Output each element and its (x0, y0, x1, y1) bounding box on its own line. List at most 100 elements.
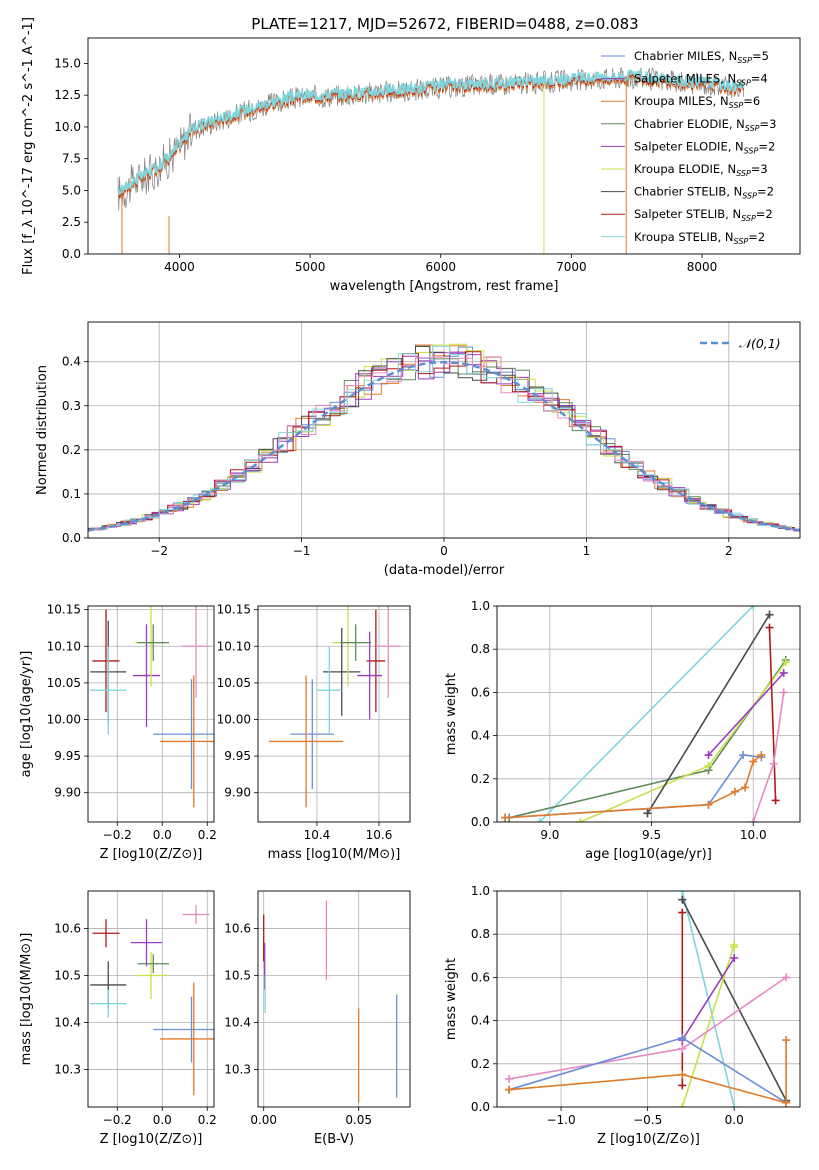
weight-line (646, 614, 771, 814)
legend-label: Salpeter STELIB, NSSP=2 (634, 207, 773, 223)
legend-label: Salpeter ELODIE, NSSP=2 (634, 139, 775, 155)
spectrum-lines (117, 67, 745, 254)
x-tick-label: 0.05 (345, 1113, 372, 1127)
axes-frame (87, 37, 801, 255)
weight-marker (678, 891, 687, 895)
y-tick-label: 10.10 (217, 639, 251, 653)
weight-marker (730, 1103, 739, 1107)
weight-marker (779, 668, 788, 677)
x-tick-label: 1 (583, 544, 591, 558)
y-tick-label: 0.0 (471, 1100, 490, 1114)
legend-label-text: Salpeter STELIB, N (634, 207, 741, 221)
y-tick-label: 7.5 (62, 152, 81, 166)
x-tick-label: 0.2 (198, 1113, 217, 1127)
y-axis-label: Normed distribution (35, 365, 50, 495)
y-tick-label: 10.5 (224, 969, 251, 983)
y-tick-label: 10.0 (54, 120, 81, 134)
legend-label-text: Chabrier MILES, N (634, 49, 737, 63)
weight-line (768, 627, 777, 801)
x-tick-label: −0.5 (633, 1113, 662, 1127)
y-tick-label: 9.90 (54, 786, 81, 800)
y-tick-label: 10.00 (217, 712, 251, 726)
weight-marker (678, 1081, 687, 1090)
model-spectrum-line (117, 69, 745, 196)
legend-label: Chabrier ELODIE, NSSP=3 (634, 117, 776, 133)
weight-marker (769, 759, 778, 768)
y-tick-label: 2.5 (62, 215, 81, 229)
axes-frame (257, 890, 411, 1108)
legend-label-count: =2 (757, 185, 774, 199)
errorbars-age_vs_Z (90, 606, 214, 808)
weight-marker (757, 751, 766, 760)
weight-marker (678, 908, 687, 917)
axes-frame (496, 890, 801, 1108)
y-tick-label: 10.10 (47, 639, 81, 653)
legend-label-text: Salpeter ELODIE, N (634, 139, 744, 153)
y-tick-label: 0.2 (471, 772, 490, 786)
weight-marker (704, 800, 713, 809)
y-tick-label: 10.15 (47, 603, 81, 617)
weight-marker (781, 658, 790, 667)
legend-label: Kroupa MILES, NSSP=6 (634, 94, 760, 110)
weight-marker (505, 1074, 514, 1083)
x-tick-label: 5000 (295, 260, 326, 274)
errorbars-age_vs_mass (268, 606, 401, 808)
weight-marker (782, 1098, 791, 1107)
x-axis-label: (data-model)/error (384, 563, 505, 578)
residual-histograms (88, 343, 800, 532)
weight-marker (749, 606, 758, 610)
y-tick-label: 0.1 (62, 487, 81, 501)
weight-marker (505, 1085, 514, 1094)
y-axis-label: mass weight (444, 673, 459, 755)
y-tick-label: 10.6 (224, 922, 251, 936)
x-tick-label: −0.2 (103, 1113, 132, 1127)
x-axis-label: Z [log10(Z/Z⊙)] (100, 847, 203, 862)
y-tick-label: 0.2 (62, 443, 81, 457)
figure-title: PLATE=1217, MJD=52672, FIBERID=0488, z=0… (251, 15, 638, 33)
x-tick-label: 10.6 (366, 828, 393, 842)
weight-marker (678, 895, 687, 904)
y-tick-label: 1.0 (471, 884, 490, 898)
weight-marker (739, 751, 748, 760)
y-tick-label: 10.05 (47, 676, 81, 690)
errorbars-mass_vs_Z (90, 905, 214, 1096)
weight-lines-weight_vs_age (501, 606, 790, 822)
x-tick-label: 4000 (164, 260, 195, 274)
y-tick-label: 9.90 (224, 786, 251, 800)
panels: 4000 5000 6000 7000 80000.02.55.07.510.012.5… (19, 17, 801, 1147)
weight-marker (643, 809, 652, 818)
weight-marker (782, 1036, 791, 1045)
legend-label: Kroupa ELODIE, NSSP=3 (634, 162, 768, 178)
x-tick-label: −1 (293, 544, 311, 558)
weight-line (681, 957, 735, 1041)
normal-curve (88, 360, 800, 532)
y-tick-label: 0.8 (471, 642, 490, 656)
axes-frame (257, 605, 411, 823)
legend-label-count: =2 (756, 207, 773, 221)
axes-age_vs_mass: 10.4 10.6 9.90 9.95 10.00 10.05 10.10 10.15 mass… (217, 603, 410, 862)
legend-label-text: Chabrier STELIB, N (634, 185, 742, 199)
y-axis-label: mass weight (444, 958, 459, 1040)
x-tick-label: 6000 (425, 260, 456, 274)
weight-line (539, 606, 754, 822)
weight-marker (730, 943, 739, 952)
model-spectrum-line (117, 73, 745, 200)
x-tick-label: 10.4 (304, 828, 331, 842)
axes-mass_vs_ebv: 0.00 0.05 10.3 10.4 10.5 10.6 E(B-V) (224, 891, 410, 1147)
legend-label-count: =2 (748, 230, 765, 244)
x-axis-label: age [log10(age/yr)] (585, 847, 712, 862)
y-tick-label: 0.0 (471, 815, 490, 829)
y-tick-label: 0.8 (471, 927, 490, 941)
x-axis-label: Z [log10(Z/Z⊙)] (100, 1132, 203, 1147)
legend-label: Chabrier MILES, NSSP=5 (634, 49, 769, 65)
x-tick-label: 0.0 (153, 1113, 172, 1127)
axes-weight_vs_age: 9.0 9.5 10.0 0.0 0.2 0.4 0.6 0.8 1.0 age [log10(a… (444, 599, 800, 862)
legend-label-subscript: SSP (745, 124, 760, 133)
x-tick-label: 0 (440, 544, 448, 558)
weight-line (509, 1040, 787, 1104)
legend-label: Salpeter MILES, NSSP=4 (634, 72, 768, 88)
y-tick-label: 10.05 (217, 676, 251, 690)
histogram-step-line (88, 356, 800, 532)
axes-frame (496, 605, 801, 823)
weight-marker (749, 757, 758, 766)
